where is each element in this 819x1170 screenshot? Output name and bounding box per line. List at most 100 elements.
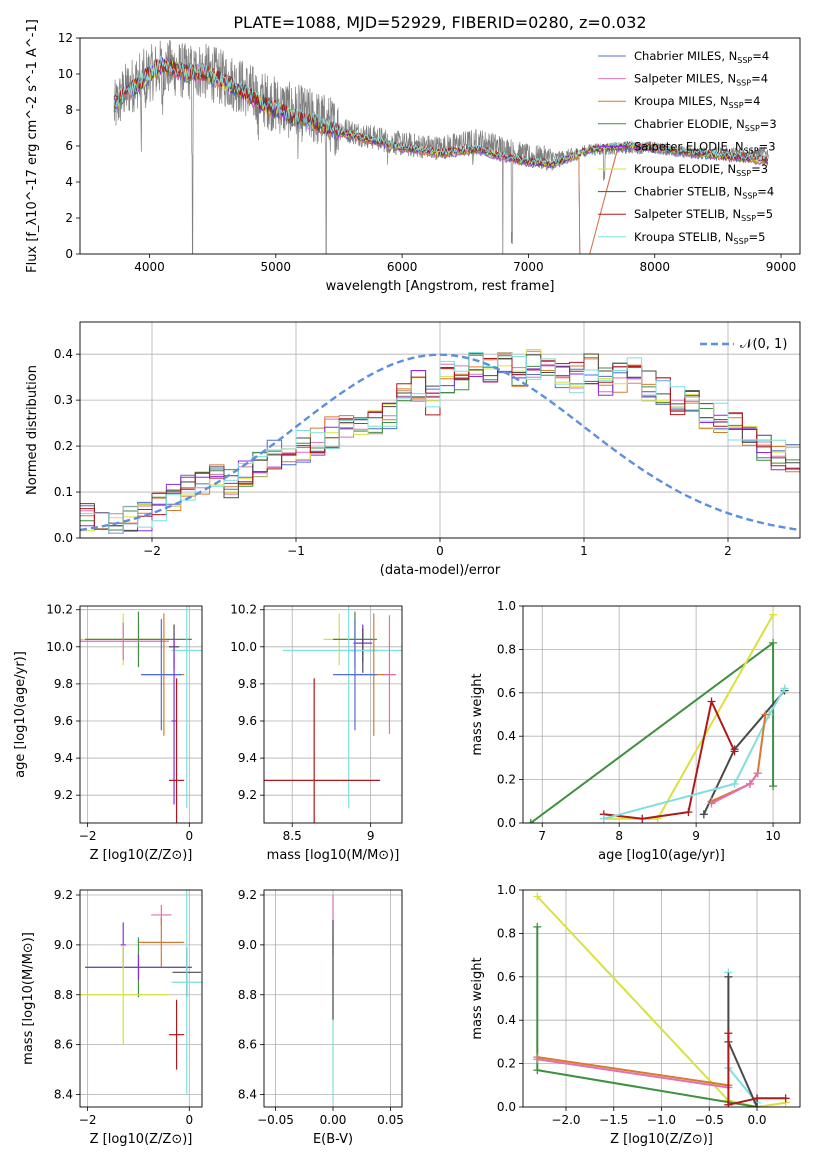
x-tick-label: −2 [79, 1113, 97, 1127]
y-tick-label: 9.2 [54, 788, 73, 802]
weight-marker [707, 799, 716, 808]
x-axis-label: E(B-V) [313, 1132, 353, 1147]
axes-frame [263, 889, 403, 1108]
residual-histogram [80, 352, 800, 530]
y-tick-label: 9.2 [54, 888, 73, 902]
panel-z-age: −2 0 9.2 9.4 9.6 9.8 10.0 10.2 Z [log10(Z/Z⊙)] ag… [13, 603, 203, 863]
y-axis-label: Flux [f_λ10^-17 erg cm^-2 s^-1 A^-1] [25, 19, 40, 273]
x-tick-label: 0 [436, 544, 444, 558]
plot-area [80, 606, 202, 823]
x-tick-label: −1 [287, 544, 305, 558]
legend-entry: Chabrier ELODIE, NSSP=3 [634, 117, 777, 133]
legend-entry: Salpeter ELODIE, NSSP=3 [634, 139, 776, 155]
x-axis-label: Z [log10(Z/Z⊙)] [90, 848, 193, 863]
weight-line [530, 641, 775, 823]
x-tick-label: 7000 [513, 260, 544, 274]
plot-area [526, 610, 789, 823]
chart-title: PLATE=1088, MJD=52929, FIBERID=0280, z=0… [233, 13, 646, 32]
y-tick-label: 0.3 [54, 393, 73, 407]
y-tick-label: 0.8 [497, 926, 516, 940]
plot-area [264, 606, 402, 823]
legend-entry: Kroupa MILES, NSSP=4 [634, 94, 760, 110]
x-tick-label: 6000 [387, 260, 418, 274]
panel-mass-age: 8.5 9 9.2 9.4 9.6 9.8 10.0 10.2 mass [log10(M/M⊙… [230, 603, 403, 863]
weight-line [727, 972, 758, 1104]
x-tick-label: −0.5 [695, 1113, 724, 1127]
axes-frame [522, 605, 801, 824]
y-tick-label: 2 [65, 211, 73, 225]
panel-residuals: −2 −1 0 1 2 0.0 0.1 0.2 0.3 0.4 (data-model)/error… [25, 321, 801, 578]
weight-line [536, 926, 758, 1107]
y-tick-label: 8.6 [54, 1038, 73, 1052]
y-tick-label: 10.2 [230, 603, 257, 617]
weight-marker [781, 1094, 790, 1103]
x-tick-label: 4000 [134, 260, 165, 274]
weight-marker [526, 819, 535, 823]
x-tick-label: 0 [185, 1113, 193, 1127]
weight-line [603, 687, 786, 820]
weight-marker [724, 1029, 733, 1038]
x-axis-label: Z [log10(Z/Z⊙)] [90, 1132, 193, 1147]
y-tick-label: 0.4 [497, 729, 516, 743]
y-tick-label: 9.6 [238, 714, 257, 728]
x-tick-label: 9 [692, 829, 700, 843]
weight-line [727, 976, 758, 1107]
y-tick-label: 1.0 [497, 599, 516, 613]
panel-spectrum: 4000 5000 6000 7000 8000 9000 0 2 4 6 8 10 12 wavelen… [25, 19, 801, 294]
y-tick-label: 9.4 [54, 751, 73, 765]
x-tick-label: 10 [765, 829, 780, 843]
y-tick-label: 0 [65, 247, 73, 261]
y-tick-label: 9.8 [238, 677, 257, 691]
y-tick-label: 10 [58, 67, 73, 81]
y-tick-label: 0.2 [54, 439, 73, 453]
weight-marker [707, 697, 716, 706]
x-tick-label: 1 [580, 544, 588, 558]
weight-marker [533, 1055, 542, 1064]
x-axis-label: wavelength [Angstrom, rest frame] [326, 279, 555, 294]
y-tick-label: 6 [65, 139, 73, 153]
x-axis-label: age [log10(age/yr)] [598, 848, 725, 863]
residual-histogram [80, 350, 800, 526]
legend-entry: Chabrier STELIB, NSSP=4 [634, 185, 774, 201]
y-tick-label: 10.0 [230, 640, 257, 654]
weight-line [537, 1058, 729, 1089]
x-tick-label: −2 [79, 829, 97, 843]
panel-z-weight: −2.0 −1.5 −1.0 −0.5 0.0 0.0 0.2 0.4 0.6 0.8 1.0 Z [… [470, 883, 801, 1147]
x-tick-label: 8 [615, 829, 623, 843]
weight-marker [684, 808, 693, 817]
x-tick-label: 0.05 [377, 1113, 404, 1127]
normal-curve [80, 353, 800, 532]
y-axis-label: mass [log10(M/M⊙)] [21, 932, 36, 1065]
x-axis-label: Z [log10(Z/Z⊙)] [610, 1132, 713, 1147]
y-tick-label: 8.4 [54, 1088, 73, 1102]
y-tick-label: 10.0 [46, 640, 73, 654]
x-tick-label: 0.0 [747, 1113, 766, 1127]
y-tick-label: 1.0 [497, 883, 516, 897]
y-tick-label: 9.0 [238, 938, 257, 952]
residual-histogram [80, 357, 800, 530]
legend-entry: Kroupa STELIB, NSSP=5 [634, 230, 765, 246]
y-tick-label: 12 [58, 31, 73, 45]
y-tick-label: 0.1 [54, 485, 73, 499]
y-tick-label: 4 [65, 175, 73, 189]
weight-marker [699, 810, 708, 819]
x-tick-label: −1.0 [647, 1113, 676, 1127]
weight-marker [724, 1100, 733, 1107]
plot-area [533, 892, 790, 1107]
x-axis-label: (data-model)/error [380, 563, 501, 578]
weight-marker [769, 610, 778, 619]
y-tick-label: 8.8 [238, 988, 257, 1002]
weight-line [537, 1056, 729, 1087]
y-axis-label: mass weight [470, 673, 485, 755]
y-tick-label: 0.0 [497, 1100, 516, 1114]
weight-marker [533, 922, 542, 931]
legend-entry: Salpeter STELIB, NSSP=5 [634, 207, 773, 223]
y-axis-label: age [log10(age/yr)] [13, 651, 28, 778]
weight-marker [745, 779, 754, 788]
y-tick-label: 0.4 [54, 347, 73, 361]
spectrum-model-line [113, 59, 769, 167]
axes-frame [522, 889, 801, 1108]
y-tick-label: 0.6 [497, 970, 516, 984]
y-tick-label: 10.2 [46, 603, 73, 617]
